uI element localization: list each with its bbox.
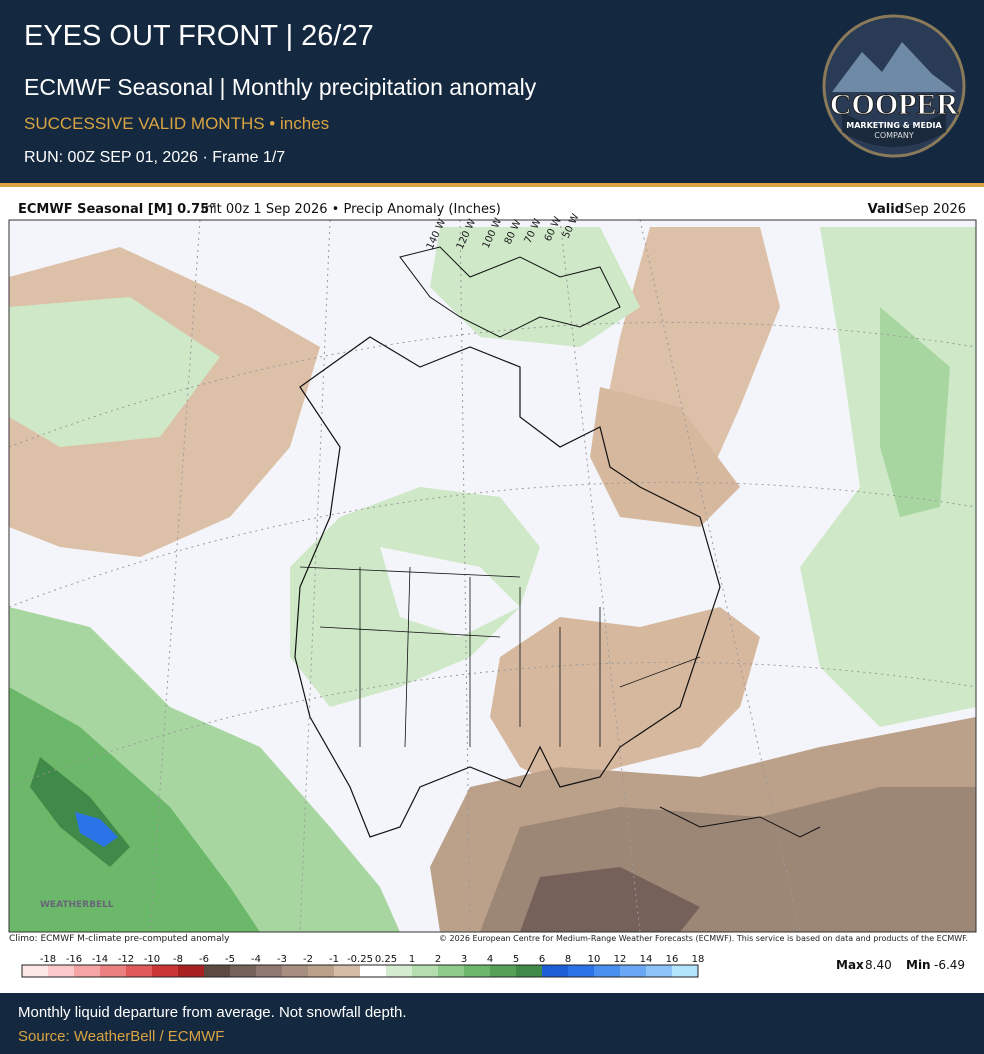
colorbar-label: -2 <box>303 954 313 965</box>
colorbar-label: -14 <box>92 954 108 965</box>
colorbar-swatch <box>360 965 386 977</box>
map-panel: ECMWF Seasonal [M] 0.75° Init 00z 1 Sep … <box>8 202 977 978</box>
colorbar-swatch <box>282 965 308 977</box>
divider <box>0 183 984 187</box>
min-value: -6.49 <box>934 958 965 972</box>
colorbar-label: -6 <box>199 954 209 965</box>
model-label: ECMWF Seasonal [M] 0.75° <box>18 202 216 217</box>
colorbar-swatch <box>230 965 256 977</box>
logo-line: COMPANY <box>874 131 914 140</box>
colorbar-label: 3 <box>461 954 467 965</box>
footer: Monthly liquid departure from average. N… <box>0 993 984 1054</box>
max-label: Max <box>836 958 864 972</box>
colorbar-label: -4 <box>251 954 261 965</box>
max-value: 8.40 <box>865 958 892 972</box>
colorbar-swatch <box>126 965 152 977</box>
colorbar-label: 0.25 <box>375 954 397 965</box>
colorbar-swatch <box>100 965 126 977</box>
colorbar-label: 14 <box>640 954 653 965</box>
logo-name: COOPER <box>830 88 959 121</box>
colorbar-swatch <box>152 965 178 977</box>
colorbar-swatch <box>568 965 594 977</box>
colorbar-swatch <box>386 965 412 977</box>
tag: SUCCESSIVE VALID MONTHS • inches <box>24 114 330 133</box>
logo-line: MARKETING & MEDIA <box>846 121 942 130</box>
colorbar-swatch <box>308 965 334 977</box>
init-label: Init 00z 1 Sep 2026 • Precip Anomaly (In… <box>201 202 501 217</box>
colorbar-label: 4 <box>487 954 493 965</box>
logo: COOPER MARKETING & MEDIA COMPANY <box>822 14 966 158</box>
colorbar-swatch <box>646 965 672 977</box>
colorbar-swatch <box>542 965 568 977</box>
colorbar-swatch <box>438 965 464 977</box>
copyright: © 2026 European Centre for Medium-Range … <box>439 934 968 943</box>
colorbar-swatch <box>178 965 204 977</box>
footer-source: Source: WeatherBell / ECMWF <box>18 1028 225 1045</box>
colorbar-label: -5 <box>225 954 235 965</box>
colorbar-label: -8 <box>173 954 183 965</box>
colorbar-frame <box>21 964 699 978</box>
colorbar-swatch <box>412 965 438 977</box>
colorbar-label: 6 <box>539 954 545 965</box>
colorbar-label: -0.25 <box>347 954 373 965</box>
footer-note: Monthly liquid departure from average. N… <box>18 1004 407 1021</box>
colorbar-label: -1 <box>329 954 339 965</box>
colorbar-label: 1 <box>409 954 415 965</box>
colorbar-swatch <box>516 965 542 977</box>
colorbar: -18 -16 -14 -12 -10 -8 -6 -5 -4 -3 -2 -1 -0.25 0.25 1 2… <box>21 954 705 978</box>
title: EYES OUT FRONT | 26/27 <box>24 20 374 52</box>
map: WEATHERBELL 140 W 120 W 100 W80 W 70 W 60 W5… <box>8 212 977 933</box>
colorbar-label: 10 <box>588 954 601 965</box>
colorbar-swatch <box>48 965 74 977</box>
colorbar-swatch <box>464 965 490 977</box>
colorbar-label: 5 <box>513 954 519 965</box>
colorbar-label: -18 <box>40 954 56 965</box>
colorbar-label: -16 <box>66 954 82 965</box>
colorbar-label: -10 <box>144 954 160 965</box>
valid-value: Sep 2026 <box>904 202 966 217</box>
colorbar-label: 16 <box>666 954 679 965</box>
valid-label: Valid <box>868 202 904 217</box>
colorbar-label: 18 <box>692 954 705 965</box>
colorbar-swatch <box>74 965 100 977</box>
colorbar-swatch <box>594 965 620 977</box>
colorbar-swatch <box>490 965 516 977</box>
colorbar-swatch <box>620 965 646 977</box>
colorbar-swatch <box>672 965 698 977</box>
watermark: WEATHERBELL <box>40 900 114 910</box>
run-info: RUN: 00Z SEP 01, 2026 · Frame 1/7 <box>24 149 286 166</box>
colorbar-label: 2 <box>435 954 441 965</box>
colorbar-swatch <box>204 965 230 977</box>
colorbar-label: -12 <box>118 954 134 965</box>
colorbar-label: 8 <box>565 954 571 965</box>
colorbar-swatch <box>22 965 48 977</box>
colorbar-swatch <box>334 965 360 977</box>
min-label: Min <box>906 958 931 972</box>
subtitle: ECMWF Seasonal | Monthly precipitation a… <box>24 74 537 100</box>
colorbar-label: -3 <box>277 954 287 965</box>
climo-note: Climo: ECMWF M-climate pre-computed anom… <box>9 934 230 944</box>
colorbar-label: 12 <box>614 954 627 965</box>
colorbar-swatch <box>256 965 282 977</box>
header: EYES OUT FRONT | 26/27 ECMWF Seasonal | … <box>0 0 984 183</box>
